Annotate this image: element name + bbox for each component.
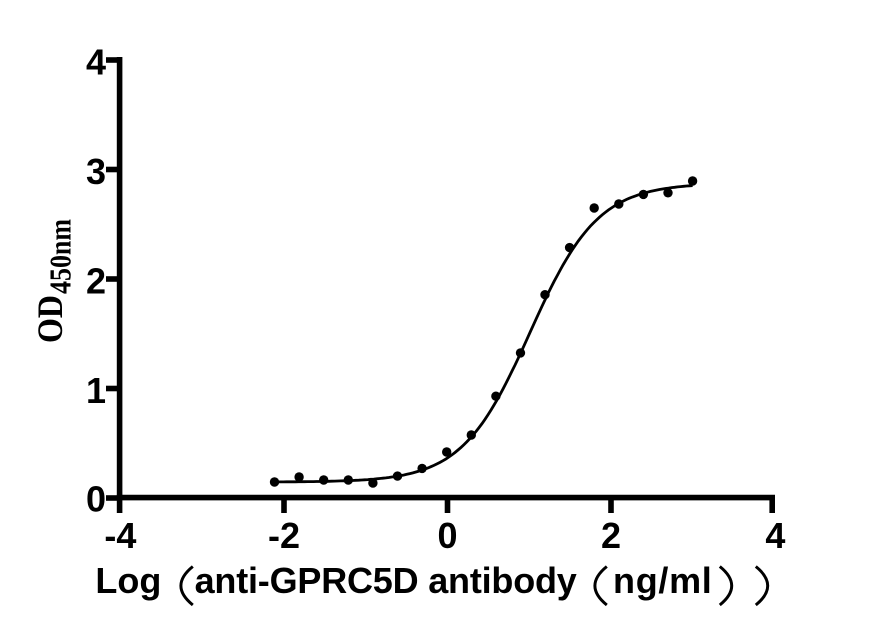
svg-text:450nm: 450nm	[43, 219, 78, 294]
svg-text:0: 0	[86, 479, 106, 520]
svg-text:-2: -2	[268, 515, 300, 556]
svg-text:anti-GPRC5D antibody: anti-GPRC5D antibody	[195, 560, 577, 601]
svg-text:3: 3	[86, 151, 106, 192]
svg-text:4: 4	[86, 42, 106, 83]
svg-text:OD: OD	[30, 295, 70, 343]
svg-text:1: 1	[86, 370, 106, 411]
svg-text:4: 4	[765, 515, 785, 556]
svg-text:0: 0	[437, 515, 457, 556]
svg-text:ng/ml: ng/ml	[613, 560, 713, 601]
svg-text:Log: Log	[95, 560, 161, 601]
svg-text:2: 2	[86, 261, 106, 302]
svg-text:-4: -4	[104, 515, 136, 556]
svg-text:2: 2	[601, 515, 621, 556]
